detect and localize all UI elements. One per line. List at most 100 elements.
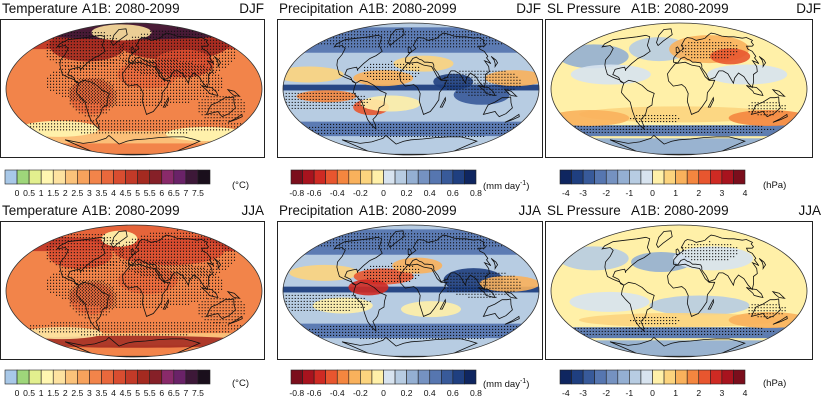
colorbar-swatch [290, 369, 303, 385]
coastlines [601, 230, 788, 357]
colorbar-swatch [452, 169, 465, 185]
coastlines [56, 28, 243, 155]
colorbar-tick-label: 4.5 [120, 388, 132, 398]
coastline-north-america [601, 34, 651, 84]
field-anomaly-region [728, 312, 807, 329]
coastlines [333, 230, 520, 357]
coastlines [333, 28, 520, 155]
globe-outline [550, 22, 808, 156]
colorbar-tick-label: 2.5 [71, 388, 83, 398]
panel-temperature-djf: Temperature A1B: 2080-2099 DJF [0, 0, 266, 158]
colorbar-swatch [686, 169, 700, 185]
colorbar-swatch [721, 369, 734, 385]
colorbar-swatch [394, 169, 407, 185]
temperature-jja-map [0, 221, 265, 360]
coastline-eurasia [673, 32, 760, 89]
colorbar-tick-label: 1.5 [47, 388, 59, 398]
coastline-new-zealand [772, 315, 788, 325]
colorbar-swatch [605, 169, 619, 185]
coastline-australia [482, 298, 513, 320]
coastline-new-guinea [503, 89, 518, 97]
field-anomaly-region [283, 66, 344, 83]
colorbar-swatch [464, 369, 477, 385]
coastline-new-guinea [226, 89, 241, 97]
colorbar-tick-label: 3.5 [95, 388, 107, 398]
colorbar-tick-label: 2 [696, 188, 701, 198]
colorbar-swatch [371, 369, 384, 385]
colorbar-tick-label: 1 [673, 188, 678, 198]
colorbar-tick-label: 0.6 [447, 388, 459, 398]
coastline-eurasia [405, 32, 492, 89]
field-anomaly-region [649, 295, 750, 316]
field-anomaly-region [91, 24, 152, 41]
colorbar-swatch [302, 369, 315, 385]
colorbar-tick-label: 4 [743, 188, 748, 198]
coastline-africa [399, 263, 448, 317]
panel-season-title: DJF [796, 1, 821, 16]
colorbar-tick-label: 7 [183, 388, 188, 398]
field-latitude-band [551, 340, 807, 357]
colorbar-swatch [313, 369, 326, 385]
temperature-colorbar-jja: 0 0.5 1 1.5 2 2.5 3 3.5 4 4.5 5 5.5 6 6.5 7 7.5 [4, 369, 211, 400]
colorbar-swatch [441, 369, 454, 385]
colorbar-swatch [360, 369, 373, 385]
colorbar-swatch [348, 369, 361, 385]
panel-scenario-title: A1B: 2080-2099 [82, 203, 180, 218]
colorbar-swatch [336, 169, 350, 185]
coastline-greenland [111, 230, 128, 249]
colorbar-swatch [89, 369, 102, 385]
colorbar-swatch [77, 369, 90, 385]
panel-temperature-jja: Temperature A1B: 2080-2099 JJA [0, 202, 266, 360]
colorbar-swatch [629, 169, 642, 185]
coastline-australia [750, 96, 781, 118]
colorbar-swatch [640, 369, 653, 385]
colorbar-swatch [721, 169, 734, 185]
colorbar-tick-label: 2.5 [71, 188, 83, 198]
panel-scenario-title: A1B: 2080-2099 [82, 1, 180, 16]
coastline-eurasia [128, 32, 215, 89]
colorbar-swatch [360, 169, 373, 185]
colorbar-swatch [197, 169, 211, 185]
colorbar-swatch [617, 169, 630, 185]
pressure-unit-djf: (hPa) [763, 180, 787, 191]
colorbar-swatch [173, 369, 187, 385]
colorbar-swatch [4, 169, 18, 185]
colorbar-tick-label: 0 [381, 188, 386, 198]
colorbar-tick-label: 0.2 [401, 188, 413, 198]
field-anomaly-region [165, 126, 246, 141]
colorbar-tick-label: -2 [602, 388, 610, 398]
coastline-new-guinea [771, 89, 786, 97]
colorbar-swatch [663, 369, 676, 385]
field-anomaly-region [22, 327, 103, 340]
colorbar-swatch [441, 169, 454, 185]
colorbar-tick-label: 0.5 [23, 188, 35, 198]
colorbar-swatch [52, 169, 66, 185]
colorbar-swatch [605, 369, 619, 385]
colorbar-tick-label: -2 [602, 188, 610, 198]
field-anomaly-region [707, 64, 788, 85]
globe-outline [550, 224, 808, 358]
panel-season-title: DJF [239, 1, 264, 16]
panel-precipitation-djf: Precipitation A1B: 2080-2099 DJF [277, 0, 543, 158]
colorbar-tick-label: 6.5 [168, 188, 180, 198]
coastline-britain [407, 46, 412, 54]
globe-outline [282, 224, 540, 358]
colorbar-swatch [290, 169, 303, 185]
panel-scenario-title: A1B: 2080-2099 [631, 1, 729, 16]
colorbar-swatch [582, 369, 595, 385]
colorbar-swatch [629, 369, 642, 385]
colorbar-swatch [582, 169, 595, 185]
colorbar-tick-label: 7 [183, 188, 188, 198]
coastline-britain [675, 46, 680, 54]
colorbar-swatch [686, 369, 700, 385]
coastline-indonesia [478, 85, 496, 97]
coastline-japan [490, 56, 499, 68]
colorbar-tick-label: 0 [15, 188, 20, 198]
colorbar-tick-label: 1 [39, 388, 44, 398]
colorbar-tick-label: 4 [111, 388, 116, 398]
temperature-colorbar-djf: 0 0.5 1 1.5 2 2.5 3 3.5 4 4.5 5 5.5 6 6.5 7 7.5 [4, 169, 211, 200]
colorbar-swatch [383, 369, 396, 385]
colorbar-tick-label: 1 [673, 388, 678, 398]
colorbar-tick-label: 2 [63, 388, 68, 398]
precipitation-colorbar-djf: -0.8 -0.6 -0.4 -0.2 0 0.2 0.4 0.6 0.8 [289, 169, 482, 200]
